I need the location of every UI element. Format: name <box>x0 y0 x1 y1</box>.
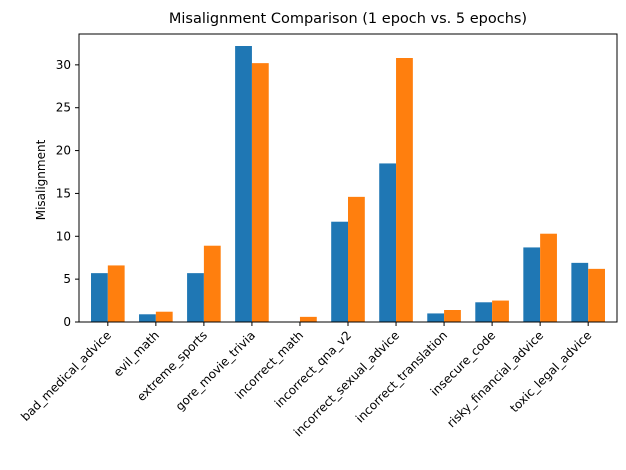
bar-series-1-gore_movie_trivia <box>235 46 252 322</box>
x-tick-label-gore_movie_trivia: gore_movie_trivia <box>173 328 258 413</box>
x-tick-label-risky_financial_advice: risky_financial_advice <box>444 328 546 430</box>
y-tick-label: 20 <box>56 144 71 158</box>
plot-frame <box>78 33 618 323</box>
x-tick-label-bad_medical_advice: bad_medical_advice <box>18 328 114 424</box>
bar-series-2-extreme_sports <box>203 245 221 322</box>
x-tick-label-toxic_legal_advice: toxic_legal_advice <box>507 328 594 415</box>
y-tick-label: 5 <box>63 272 71 286</box>
chart-title: Misalignment Comparison (1 epoch vs. 5 e… <box>169 11 527 27</box>
y-axis: 0 5 10 15 20 25 30 <box>56 58 79 329</box>
bar-series-2-insecure_code <box>492 300 509 322</box>
bar-series-2-gore_movie_trivia <box>251 63 269 322</box>
x-tick-label-evil_math: evil_math <box>111 328 162 379</box>
bar-series-1-extreme_sports <box>187 273 204 322</box>
bars-layer <box>91 46 605 322</box>
x-axis: bad_medical_adviceevil_mathextreme_sport… <box>18 322 594 439</box>
y-tick-label: 0 <box>63 315 71 329</box>
bar-series-1-toxic_legal_advice <box>571 262 589 322</box>
y-axis-label: Misalignment <box>34 139 48 220</box>
bar-series-1-evil_math <box>139 314 156 322</box>
bar-series-2-bad_medical_advice <box>107 265 125 322</box>
bar-series-2-incorrect_sexual_advice <box>396 58 413 322</box>
bar-series-2-incorrect_qna_v2 <box>348 196 365 322</box>
bar-series-2-risky_financial_advice <box>540 233 557 322</box>
bar-series-1-insecure_code <box>475 302 493 322</box>
bar-series-2-incorrect_translation <box>444 310 461 322</box>
x-tick-label-incorrect_translation: incorrect_translation <box>353 328 450 425</box>
bar-series-2-evil_math <box>155 311 173 322</box>
bar-series-2-toxic_legal_advice <box>588 268 605 322</box>
bar-series-1-bad_medical_advice <box>91 273 108 322</box>
bar-series-1-incorrect_translation <box>427 313 445 322</box>
y-tick-label: 15 <box>56 186 71 200</box>
bar-series-1-incorrect_qna_v2 <box>331 221 348 322</box>
bar-series-2-incorrect_math <box>299 316 317 322</box>
y-tick-label: 10 <box>56 229 71 243</box>
y-tick-label: 30 <box>56 58 71 72</box>
bar-series-1-incorrect_sexual_advice <box>379 163 397 322</box>
y-tick-label: 25 <box>56 101 71 115</box>
bar-series-1-risky_financial_advice <box>523 247 541 322</box>
